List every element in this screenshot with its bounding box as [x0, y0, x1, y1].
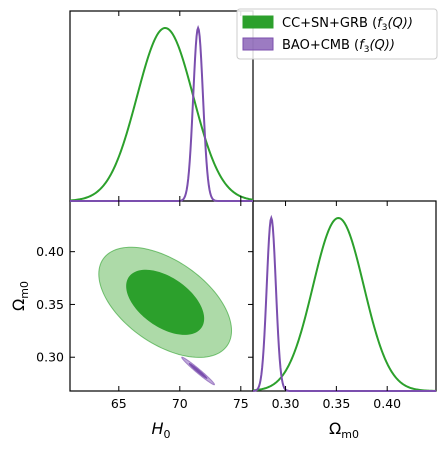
legend-swatch-cc — [242, 15, 274, 29]
x-axis-label-om: Ωm0 — [329, 419, 359, 441]
h0-marginal-panel — [69, 10, 254, 202]
h0-65-tick-label: 65 — [111, 396, 127, 411]
om-marginal-curve-bao — [252, 214, 436, 392]
contour-cc-1sigma — [126, 269, 205, 335]
om-0.40-tick-label: 0.40 — [36, 244, 64, 259]
joint-contours — [98, 246, 233, 386]
h0-marginal-curve-cc — [69, 26, 254, 202]
om-0.35-tick-label: 0.35 — [36, 297, 64, 312]
omx-0.35-tick-label: 0.35 — [322, 396, 350, 411]
x-axis-label-h0: H0 — [151, 419, 170, 441]
om-marginal-curve-cc — [252, 216, 437, 392]
legend-label-bao: BAO+CMB (f3(Q)) — [282, 38, 395, 55]
omx-0.40-tick-label: 0.40 — [373, 396, 401, 411]
om-0.30-tick-label: 0.30 — [36, 350, 64, 365]
h0-marginal-curves — [69, 25, 254, 202]
contour-bao-1sigma — [188, 363, 208, 379]
h0-75-tick-label: 75 — [233, 396, 249, 411]
legend-frame — [236, 8, 438, 60]
axis-ticks: 65 70 75 0.30 0.35 0.40 0.30 0.35 0.40 — [36, 11, 401, 411]
legend-label-cc: CC+SN+GRB (f3(Q)) — [282, 16, 413, 33]
om-marginal-curves — [252, 214, 437, 392]
legend-swatch-bao — [242, 37, 274, 51]
h0-marginal-curve-bao — [70, 25, 253, 202]
y-axis-label-om: Ωm0 — [9, 281, 31, 311]
h0-70-tick-label: 70 — [172, 396, 188, 411]
legend: CC+SN+GRB (f3(Q)) BAO+CMB (f3(Q)) — [236, 8, 438, 60]
omx-0.30-tick-label: 0.30 — [272, 396, 300, 411]
